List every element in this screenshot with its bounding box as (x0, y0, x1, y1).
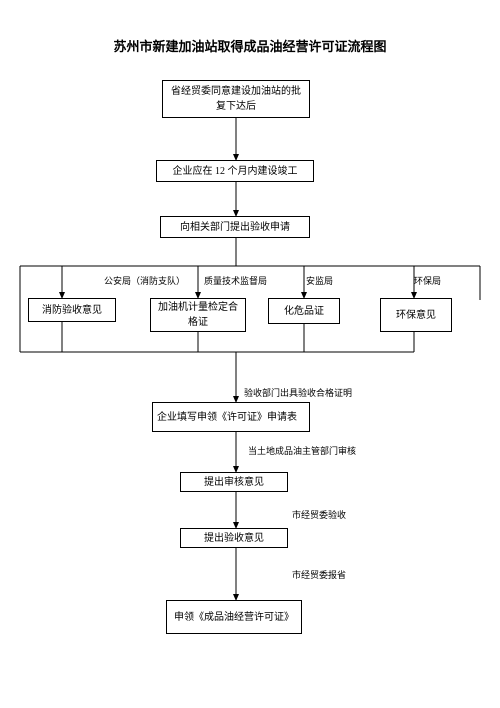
node-construct: 企业应在 12 个月内建设竣工 (156, 160, 314, 182)
node-accept-opinion: 提出验收意见 (180, 528, 288, 548)
label-local-review: 当土地成品油主管部门审核 (248, 444, 356, 457)
node-fire: 消防验收意见 (28, 298, 116, 322)
page-title: 苏州市新建加油站取得成品油经营许可证流程图 (0, 36, 500, 55)
node-review: 提出审核意见 (180, 472, 288, 492)
node-meter: 加油机计量检定合格证 (150, 298, 246, 332)
node-approval: 省经贸委同意建设加油站的批复下达后 (162, 80, 310, 118)
label-fire-dept: 公安局（消防支队） (104, 274, 185, 287)
node-chemical: 化危品证 (268, 298, 340, 324)
node-fill-form: 企业填写申领《许可证》申请表 (152, 402, 310, 432)
node-final: 申领《成品油经营许可证》 (166, 600, 302, 634)
label-safety-dept: 安监局 (306, 274, 333, 287)
label-quality-dept: 质量技术监督局 (204, 274, 267, 287)
label-env-dept: 环保局 (414, 274, 441, 287)
label-city-report: 市经贸委报省 (292, 568, 346, 581)
node-env: 环保意见 (380, 298, 452, 332)
node-apply-inspection: 向相关部门提出验收申请 (160, 216, 310, 238)
label-cert-issued: 验收部门出具验收合格证明 (244, 386, 352, 399)
flowchart-page: 苏州市新建加油站取得成品油经营许可证流程图 省经贸委同意建设加油站的批复下达后 … (0, 0, 500, 708)
label-city-accept: 市经贸委验收 (292, 508, 346, 521)
